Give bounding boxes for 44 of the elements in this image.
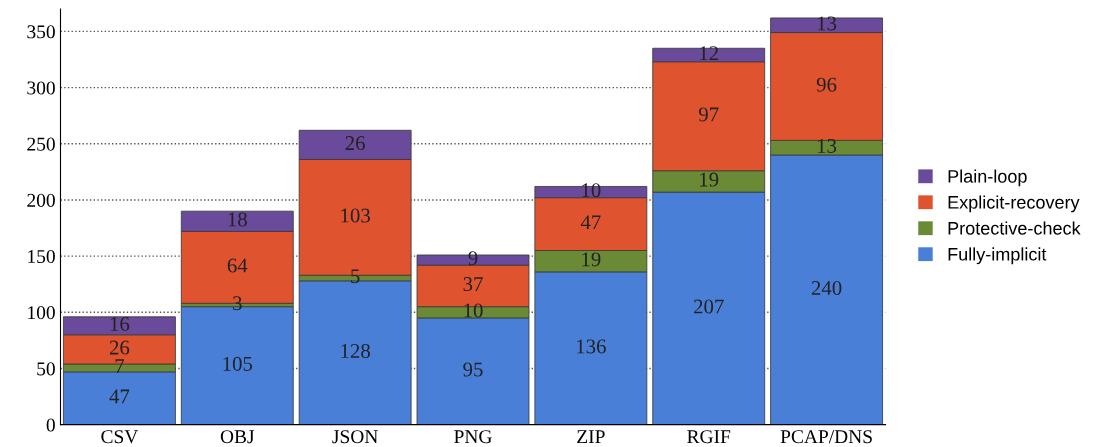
legend-label: Explicit-recovery: [948, 195, 1080, 213]
y-tick-label: 200: [27, 193, 55, 207]
data-label: 97: [698, 107, 719, 122]
data-label: 26: [109, 340, 130, 355]
x-tick-label: RGIF: [687, 430, 731, 444]
data-label: 12: [700, 46, 718, 61]
data-label: 10: [582, 183, 601, 198]
data-label: 105: [223, 356, 253, 371]
data-label: 47: [580, 215, 601, 230]
data-label: 103: [341, 208, 370, 223]
data-label: 19: [700, 172, 719, 187]
data-label: 13: [817, 16, 837, 31]
data-label: 10: [464, 303, 483, 318]
data-label: 9: [468, 251, 478, 266]
data-label: 95: [463, 362, 483, 377]
legend-label: Plain-loop: [948, 169, 1027, 187]
y-tick-label: 300: [27, 81, 55, 95]
data-label: 64: [227, 258, 248, 273]
y-tick-label: 100: [28, 306, 55, 320]
x-tick-label: CSV: [101, 430, 139, 444]
legend-label: Fully-implicit: [948, 247, 1047, 265]
data-label: 128: [341, 343, 370, 358]
x-tick-label: PNG: [454, 430, 492, 444]
data-label: 26: [345, 136, 365, 151]
legend-label: Protective-check: [948, 221, 1081, 235]
y-tick-label: 50: [37, 362, 55, 376]
data-label: 47: [109, 389, 130, 404]
y-tick-label: 350: [27, 25, 55, 39]
data-label: 16: [110, 316, 130, 331]
x-tick-label: JSON: [332, 430, 378, 444]
x-tick-label: ZIP: [577, 430, 605, 443]
data-label: 18: [228, 212, 247, 227]
data-label: 240: [811, 280, 842, 296]
data-label: 37: [463, 277, 483, 292]
y-tick-label: 250: [27, 137, 55, 151]
data-label: 19: [582, 252, 601, 267]
data-label: 136: [577, 339, 606, 354]
x-tick-label: PCAP/DNS: [780, 430, 872, 444]
data-label: 13: [817, 138, 837, 153]
y-tick-label: 150: [28, 249, 55, 264]
data-label: 207: [694, 299, 724, 314]
data-label: 96: [816, 77, 837, 92]
y-tick-label: 0: [46, 418, 55, 432]
x-tick-label: OBJ: [220, 430, 255, 444]
